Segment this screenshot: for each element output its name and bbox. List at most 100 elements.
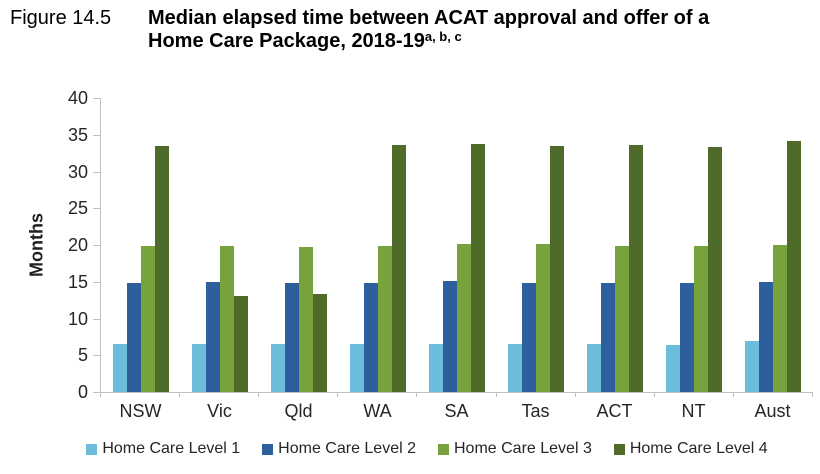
y-tick-mark: [93, 134, 101, 136]
x-tick-mark: [416, 392, 418, 397]
figure-title-line1: Median elapsed time between ACAT approva…: [148, 7, 710, 29]
x-tick-mark: [258, 392, 260, 397]
bar: [363, 282, 378, 392]
y-tick-mark: [93, 171, 101, 173]
bar: [442, 281, 457, 392]
legend-swatch: [613, 443, 625, 455]
bar: [521, 282, 536, 392]
bar: [772, 245, 787, 392]
bar-group-wa: [338, 98, 417, 392]
bar: [628, 145, 643, 392]
y-tick-label: 30: [67, 161, 88, 182]
y-tick-label: 10: [67, 308, 88, 329]
y-tick-label: 20: [67, 235, 88, 255]
legend-label: Home Care Level 4: [629, 440, 768, 457]
y-tick-label: 15: [67, 271, 88, 292]
bar: [679, 282, 694, 392]
bar: [126, 282, 141, 392]
bar: [614, 245, 629, 392]
y-tick-label: 5: [77, 345, 88, 366]
bar: [707, 146, 722, 392]
bar-group-qld: [259, 98, 338, 392]
bar-group-nt: [654, 98, 733, 392]
x-tick-mark: [100, 392, 101, 397]
bar-group-tas: [496, 98, 575, 392]
y-tick-mark: [93, 318, 101, 320]
y-tick-label: 0: [77, 382, 88, 402]
y-tick-label: 35: [67, 124, 88, 145]
bar-group-nsw: [101, 98, 180, 392]
bar: [428, 343, 443, 392]
bar: [456, 243, 471, 392]
legend: Home Care Level 1 Home Care Level 2 Home C…: [34, 438, 820, 460]
x-tick-mark: [653, 392, 655, 397]
plot-area: [101, 98, 812, 392]
y-tick-mark: [93, 392, 101, 393]
y-tick-mark: [93, 98, 101, 99]
x-tick-mark: [179, 392, 181, 397]
bar: [470, 144, 485, 392]
y-tick-label: 25: [67, 198, 88, 219]
legend-swatch: [438, 443, 449, 455]
bar: [233, 295, 248, 392]
y-tick-mark: [93, 355, 101, 357]
x-category-label: Vic: [207, 401, 232, 421]
x-category-label: Qld: [284, 401, 313, 421]
bar: [549, 145, 564, 392]
x-category-label: WA: [363, 401, 392, 421]
bar: [191, 344, 206, 392]
bar: [205, 281, 220, 392]
y-tick-mark: [93, 208, 101, 210]
x-category-label: ACT: [596, 401, 633, 421]
bar: [270, 344, 285, 392]
bar: [312, 293, 327, 392]
x-tick-mark: [812, 392, 813, 397]
legend-swatch: [86, 443, 98, 455]
x-category-label: NSW: [119, 401, 162, 421]
bar: [507, 343, 522, 392]
figure-number-label: Figure 14.5: [10, 7, 112, 29]
y-tick-mark: [93, 245, 101, 246]
bar: [284, 283, 299, 392]
x-category-label: NT: [681, 401, 706, 421]
bar: [391, 145, 406, 392]
bar: [744, 340, 759, 392]
x-tick-mark: [495, 392, 497, 397]
bar-group-sa: [417, 98, 496, 392]
y-tick-label: 40: [67, 88, 88, 108]
bar: [786, 141, 801, 392]
bar: [600, 282, 615, 392]
bar: [535, 243, 550, 392]
bar: [665, 344, 680, 392]
bar: [298, 247, 313, 392]
bar-group-vic: [180, 98, 259, 392]
figure-title-line2: Home Care Package, 2018-19: [148, 30, 425, 52]
x-tick-mark: [337, 392, 339, 397]
bar-group-act: [575, 98, 654, 392]
x-category-label: SA: [444, 401, 469, 421]
bar: [140, 246, 155, 392]
y-axis-line: [100, 98, 101, 393]
bar: [693, 246, 708, 392]
bar: [349, 344, 364, 392]
legend-item: Home Care Level 4: [613, 440, 768, 458]
bar-group-aust: [733, 98, 812, 392]
x-tick-mark: [732, 392, 734, 397]
bar: [586, 343, 601, 392]
bar: [154, 145, 169, 392]
legend-label: Home Care Level 3: [454, 440, 592, 457]
x-tick-mark: [574, 392, 576, 397]
bar: [377, 245, 392, 392]
bar: [758, 281, 773, 392]
bar: [112, 344, 127, 392]
legend-item: Home Care Level 2: [262, 440, 416, 458]
legend-swatch: [262, 443, 274, 455]
figure-title-footnote-marks: a, b, c: [424, 29, 462, 44]
x-axis-labels: NSW Vic Qld WA SA Tas ACT NT Aust: [101, 401, 812, 422]
legend-label: Home Care Level 2: [278, 440, 416, 457]
x-category-label: Tas: [521, 401, 550, 421]
bar: [219, 246, 234, 392]
figure-title: Median elapsed time between ACAT approva…: [148, 7, 808, 53]
legend-item: Home Care Level 3: [438, 440, 592, 458]
